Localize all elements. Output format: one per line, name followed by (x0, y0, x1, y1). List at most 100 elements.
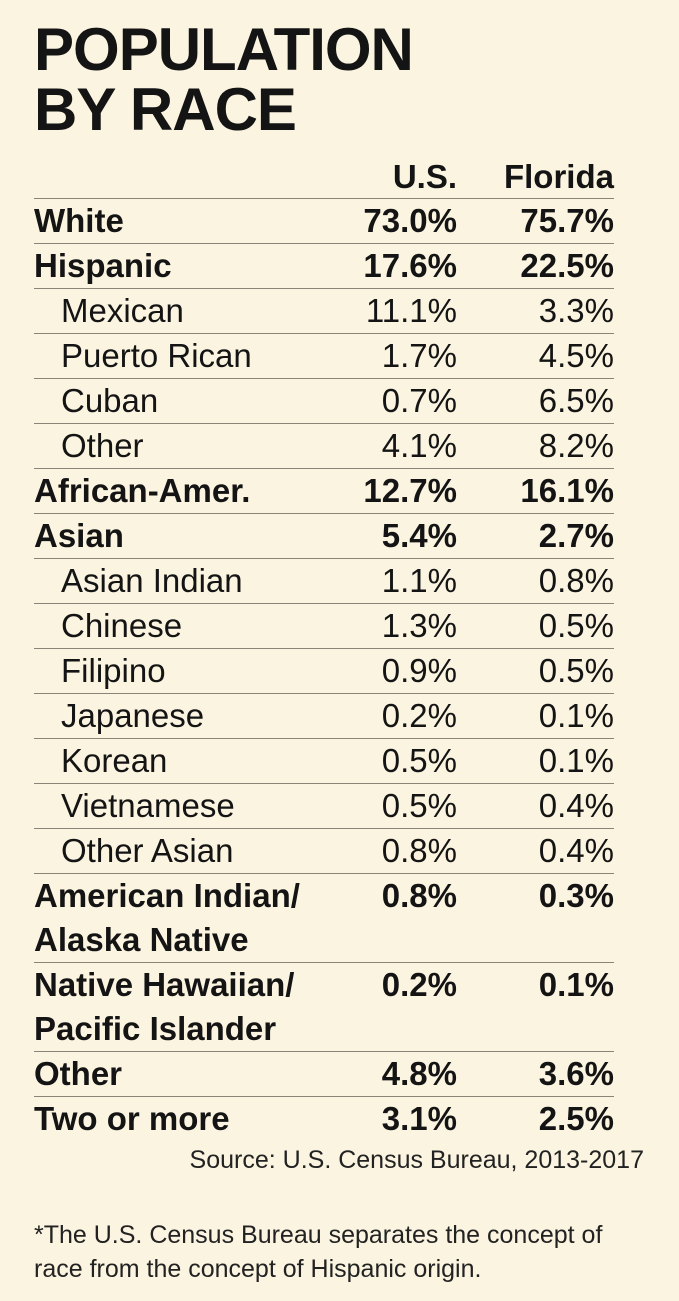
table-row: Asian Indian 1.1% 0.8% (34, 558, 614, 603)
us-value: 11.1% (365, 292, 457, 329)
row-label: Filipino (34, 649, 166, 693)
row-label-line: Asian (34, 517, 124, 554)
florida-value: 3.3% (538, 292, 614, 329)
row-label-line: Mexican (61, 292, 184, 329)
florida-value: 6.5% (538, 382, 614, 419)
row-label-line: Asian Indian (61, 562, 243, 599)
florida-value: 0.4% (538, 832, 614, 869)
row-label-line: Filipino (61, 652, 166, 689)
row-label-line: Two or more (34, 1100, 230, 1137)
row-label: Hispanic (34, 244, 172, 288)
florida-value: 22.5% (520, 247, 614, 284)
row-label: Korean (34, 739, 167, 783)
us-value: 0.5% (381, 742, 457, 779)
row-label-line: Puerto Rican (61, 337, 252, 374)
row-label: Chinese (34, 604, 182, 648)
row-label: Other (34, 424, 144, 468)
florida-value: 0.8% (538, 562, 614, 599)
florida-value: 2.7% (538, 517, 614, 554)
us-value: 4.8% (381, 1055, 457, 1092)
florida-value: 4.5% (538, 337, 614, 374)
table-row: Other 4.1% 8.2% (34, 423, 614, 468)
data-table: White 73.0% 75.7% Hispanic 17.6% 22.5% Mexican… (34, 198, 614, 1141)
row-label-line: Pacific Islander (34, 1010, 277, 1047)
title-line-1: POPULATION (34, 16, 414, 83)
table-row: Other 4.8% 3.6% (34, 1051, 614, 1096)
row-label: African-Amer. (34, 469, 250, 513)
row-label: American Indian/Alaska Native (34, 874, 300, 962)
us-value: 5.4% (381, 517, 457, 554)
us-value: 3.1% (381, 1100, 457, 1137)
us-value: 0.2% (381, 697, 457, 734)
table-row: Mexican 11.1% 3.3% (34, 288, 614, 333)
row-label-line: Chinese (61, 607, 183, 644)
row-label-line: Alaska Native (34, 921, 249, 958)
table-row: Asian 5.4% 2.7% (34, 513, 614, 558)
table-row: Cuban 0.7% 6.5% (34, 378, 614, 423)
row-label: Other (34, 1052, 122, 1096)
row-label-line: Cuban (61, 382, 159, 419)
row-label-line: Japanese (61, 697, 205, 734)
row-label-line: Native Hawaiian/ (34, 966, 295, 1003)
table-row: Japanese 0.2% 0.1% (34, 693, 614, 738)
title-line-2: BY RACE (34, 76, 297, 143)
table-row: Native Hawaiian/Pacific Islander 0.2% 0.1% (34, 962, 614, 1051)
florida-value: 3.6% (538, 1055, 614, 1092)
table-row: Puerto Rican 1.7% 4.5% (34, 333, 614, 378)
table-row: Vietnamese 0.5% 0.4% (34, 783, 614, 828)
column-header-us: U.S. (392, 158, 457, 195)
column-header-row: U.S. Florida (34, 158, 614, 198)
us-value: 0.7% (381, 382, 457, 419)
row-label-line: Korean (61, 742, 168, 779)
us-value: 0.8% (381, 832, 457, 869)
row-label: Japanese (34, 694, 204, 738)
florida-value: 0.1% (538, 966, 614, 1003)
row-label: Mexican (34, 289, 184, 333)
table-row: White 73.0% 75.7% (34, 198, 614, 243)
row-label-line: American Indian/ (34, 877, 300, 914)
footnote: *The U.S. Census Bureau separates the co… (34, 1221, 603, 1283)
row-label: Asian (34, 514, 124, 558)
row-label-line: Hispanic (34, 247, 172, 284)
us-value: 12.7% (363, 472, 457, 509)
row-label: White (34, 199, 124, 243)
row-label-line: Other (61, 427, 144, 464)
row-label: Other Asian (34, 829, 233, 873)
florida-value: 0.3% (538, 877, 614, 914)
us-value: 1.1% (381, 562, 457, 599)
us-value: 0.5% (381, 787, 457, 824)
florida-value: 16.1% (520, 472, 614, 509)
row-label: Asian Indian (34, 559, 243, 603)
us-value: 0.2% (381, 966, 457, 1003)
column-header-florida: Florida (503, 158, 614, 195)
table-row: Hispanic 17.6% 22.5% (34, 243, 614, 288)
row-label: Vietnamese (34, 784, 235, 828)
row-label: Puerto Rican (34, 334, 252, 378)
florida-value: 0.1% (538, 697, 614, 734)
row-label-line: Other Asian (61, 832, 234, 869)
us-value: 1.3% (381, 607, 457, 644)
row-label-line: White (34, 202, 124, 239)
table-row: African-Amer. 12.7% 16.1% (34, 468, 614, 513)
florida-value: 0.4% (538, 787, 614, 824)
us-value: 17.6% (363, 247, 457, 284)
us-value: 4.1% (381, 427, 457, 464)
row-label: Two or more (34, 1097, 230, 1141)
table-row: American Indian/Alaska Native 0.8% 0.3% (34, 873, 614, 962)
us-value: 1.7% (381, 337, 457, 374)
row-label-line: African-Amer. (34, 472, 251, 509)
page-title: POPULATION BY RACE (34, 16, 414, 143)
florida-value: 8.2% (538, 427, 614, 464)
florida-value: 0.5% (538, 652, 614, 689)
table-row: Chinese 1.3% 0.5% (34, 603, 614, 648)
table-row: Korean 0.5% 0.1% (34, 738, 614, 783)
table-row: Filipino 0.9% 0.5% (34, 648, 614, 693)
florida-value: 0.1% (538, 742, 614, 779)
source-note: Source: U.S. Census Bureau, 2013-2017 (189, 1146, 644, 1174)
florida-value: 75.7% (520, 202, 614, 239)
us-value: 0.9% (381, 652, 457, 689)
table-row: Two or more 3.1% 2.5% (34, 1096, 614, 1141)
row-label: Native Hawaiian/Pacific Islander (34, 963, 294, 1051)
table-row: Other Asian 0.8% 0.4% (34, 828, 614, 873)
florida-value: 2.5% (538, 1100, 614, 1137)
